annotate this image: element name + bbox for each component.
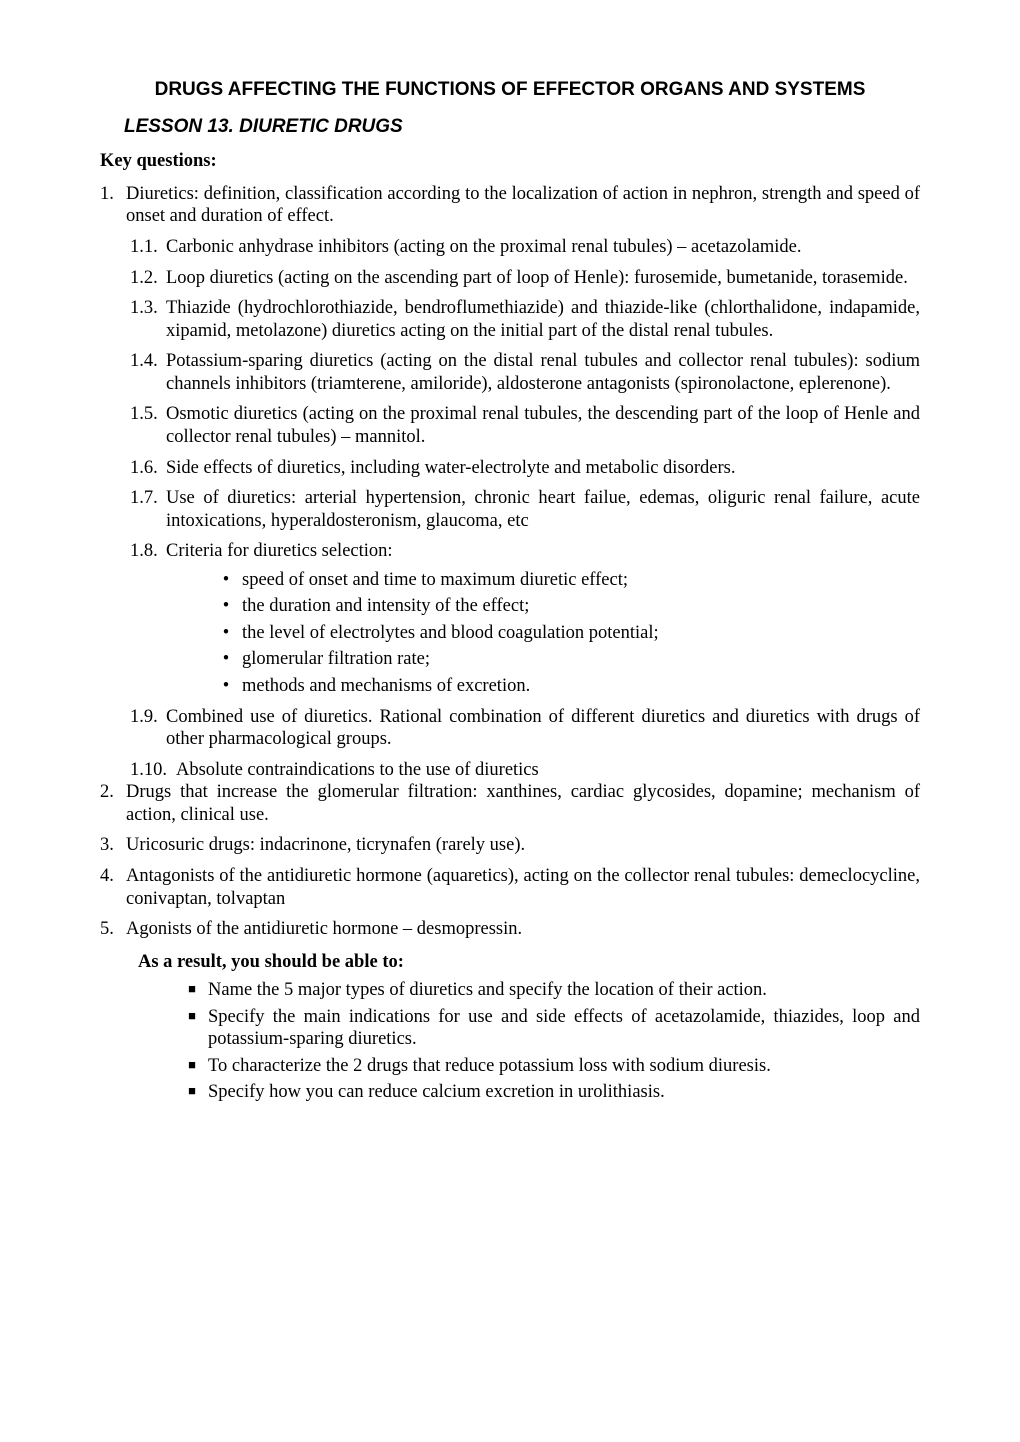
bullet-text: speed of onset and time to maximum diure… [242, 569, 920, 592]
square-bullet-icon: ■ [176, 1055, 208, 1078]
result-list: ■Name the 5 major types of diuretics and… [176, 979, 920, 1104]
list-item: 4.Antagonists of the antidiuretic hormon… [100, 865, 920, 910]
list-item: 3.Uricosuric drugs: indacrinone, ticryna… [100, 834, 920, 857]
sub-item: 1.4.Potassium-sparing diuretics (acting … [130, 350, 920, 395]
sub-item-number: 1.2. [130, 267, 166, 290]
item-text: Uricosuric drugs: indacrinone, ticrynafe… [126, 834, 920, 857]
square-bullet-icon: ■ [176, 979, 208, 1002]
sub-item-text: Carbonic anhydrase inhibitors (acting on… [166, 236, 920, 259]
lesson-title: LESSON 13. DIURETIC DRUGS [124, 115, 920, 138]
sub-item-number: 1.10. [130, 759, 176, 782]
bullet-list: •speed of onset and time to maximum diur… [210, 569, 920, 698]
sub-item: 1.7.Use of diuretics: arterial hypertens… [130, 487, 920, 532]
list-item: 1.Diuretics: definition, classification … [100, 183, 920, 228]
item-number: 3. [100, 834, 126, 857]
item-text: Agonists of the antidiuretic hormone – d… [126, 918, 920, 941]
sub-item-text: Loop diuretics (acting on the ascending … [166, 267, 920, 290]
sub-item: 1.8.Criteria for diuretics selection: [130, 540, 920, 563]
section-title: DRUGS AFFECTING THE FUNCTIONS OF EFFECTO… [100, 78, 920, 101]
sub-item-number: 1.6. [130, 457, 166, 480]
bullet-icon: • [210, 622, 242, 645]
result-item-text: To characterize the 2 drugs that reduce … [208, 1055, 920, 1078]
sub-item-text: Thiazide (hydrochlorothiazide, bendroflu… [166, 297, 920, 342]
bullet-text: the level of electrolytes and blood coag… [242, 622, 920, 645]
sub-item-text: Combined use of diuretics. Rational comb… [166, 706, 920, 751]
bullet-icon: • [210, 595, 242, 618]
sub-item-text: Side effects of diuretics, including wat… [166, 457, 920, 480]
sub-item-text: Absolute contraindications to the use of… [176, 759, 920, 782]
item-text: Antagonists of the antidiuretic hormone … [126, 865, 920, 910]
bullet-icon: • [210, 648, 242, 671]
bullet-item: •methods and mechanisms of excretion. [210, 675, 920, 698]
sub-item-number: 1.5. [130, 403, 166, 448]
item-number: 1. [100, 183, 126, 228]
bullet-icon: • [210, 675, 242, 698]
sub-item-text: Use of diuretics: arterial hypertension,… [166, 487, 920, 532]
bullet-text: glomerular filtration rate; [242, 648, 920, 671]
item-number: 5. [100, 918, 126, 941]
result-item: ■To characterize the 2 drugs that reduce… [176, 1055, 920, 1078]
sub-item: 1.2.Loop diuretics (acting on the ascend… [130, 267, 920, 290]
bullet-text: the duration and intensity of the effect… [242, 595, 920, 618]
item-text: Drugs that increase the glomerular filtr… [126, 781, 920, 826]
list-item: 5.Agonists of the antidiuretic hormone –… [100, 918, 920, 941]
key-questions-label: Key questions: [100, 150, 920, 173]
item-text: Diuretics: definition, classification ac… [126, 183, 920, 228]
item-number: 2. [100, 781, 126, 826]
list-item: 2.Drugs that increase the glomerular fil… [100, 781, 920, 826]
sub-item-number: 1.8. [130, 540, 166, 563]
result-item-text: Name the 5 major types of diuretics and … [208, 979, 920, 1002]
questions-list: 1.Diuretics: definition, classification … [100, 183, 920, 941]
sub-item-number: 1.7. [130, 487, 166, 532]
bullet-item: •the duration and intensity of the effec… [210, 595, 920, 618]
sub-item-text: Potassium-sparing diuretics (acting on t… [166, 350, 920, 395]
sub-item-number: 1.4. [130, 350, 166, 395]
square-bullet-icon: ■ [176, 1006, 208, 1051]
result-header: As a result, you should be able to: [138, 951, 920, 974]
bullet-icon: • [210, 569, 242, 592]
bullet-text: methods and mechanisms of excretion. [242, 675, 920, 698]
sub-item-number: 1.9. [130, 706, 166, 751]
sub-item: 1.10.Absolute contraindications to the u… [130, 759, 920, 782]
bullet-item: •the level of electrolytes and blood coa… [210, 622, 920, 645]
result-item: ■Name the 5 major types of diuretics and… [176, 979, 920, 1002]
sub-item-text: Criteria for diuretics selection: [166, 540, 920, 563]
result-item-text: Specify how you can reduce calcium excre… [208, 1081, 920, 1104]
sub-item: 1.5.Osmotic diuretics (acting on the pro… [130, 403, 920, 448]
sub-item: 1.6.Side effects of diuretics, including… [130, 457, 920, 480]
item-number: 4. [100, 865, 126, 910]
result-item: ■Specify how you can reduce calcium excr… [176, 1081, 920, 1104]
sub-item-text: Osmotic diuretics (acting on the proxima… [166, 403, 920, 448]
bullet-item: •speed of onset and time to maximum diur… [210, 569, 920, 592]
sub-item-number: 1.1. [130, 236, 166, 259]
sub-item: 1.9.Combined use of diuretics. Rational … [130, 706, 920, 751]
square-bullet-icon: ■ [176, 1081, 208, 1104]
sub-item: 1.3.Thiazide (hydrochlorothiazide, bendr… [130, 297, 920, 342]
result-item: ■Specify the main indications for use an… [176, 1006, 920, 1051]
bullet-item: •glomerular filtration rate; [210, 648, 920, 671]
result-item-text: Specify the main indications for use and… [208, 1006, 920, 1051]
sub-item-number: 1.3. [130, 297, 166, 342]
sub-item: 1.1.Carbonic anhydrase inhibitors (actin… [130, 236, 920, 259]
